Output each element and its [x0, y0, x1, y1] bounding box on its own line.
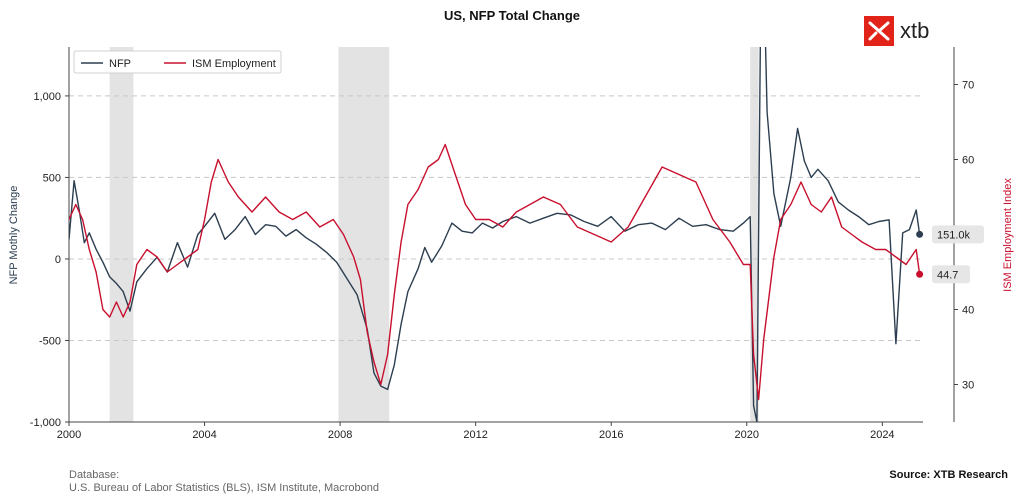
x-tick-label: 2008: [328, 429, 352, 441]
end-point-marker: [916, 270, 924, 278]
y-axis-left-label: NFP Mothly Change: [8, 186, 20, 285]
y-left-tick-label: -1,000: [30, 417, 61, 429]
footer-db-label: Database:: [69, 469, 120, 481]
y-left-tick-label: 1,000: [33, 91, 61, 103]
end-point-marker: [916, 230, 924, 238]
legend-entry: ISM Employment: [192, 58, 276, 70]
end-label-box: [932, 225, 984, 244]
x-tick-label: 2024: [870, 429, 894, 441]
y-right-tick-label: 60: [962, 155, 974, 167]
end-label-box: [932, 265, 970, 284]
series-line-nfp: [69, 47, 921, 422]
legend-entry: NFP: [109, 58, 131, 70]
y-right-tick-label: 70: [962, 80, 974, 92]
y-left-tick-label: 0: [55, 254, 61, 266]
x-tick-label: 2020: [735, 429, 759, 441]
recession-bands: [109, 47, 759, 422]
footer-db-sources: U.S. Bureau of Labor Statistics (BLS), I…: [69, 482, 379, 494]
xtb-logo-mark: [864, 16, 894, 46]
legend-box: [73, 50, 282, 74]
y-right-tick-label: 40: [962, 305, 974, 317]
recession-band-0: [109, 47, 134, 422]
end-labels: 151.0k 44.7: [916, 225, 984, 284]
xtb-logo: xtb: [864, 16, 929, 46]
end-label-text: 151.0k: [937, 229, 971, 241]
y-left-tick-label: -500: [39, 335, 61, 347]
series-line-ism-employment: [69, 143, 921, 401]
recession-band-1: [338, 47, 390, 422]
x-icon: [868, 21, 890, 41]
x-tick-label: 2004: [192, 429, 216, 441]
axes: 2000 2004 2008 2012 2016 2020 2024 -1,000 -500 0 5…: [30, 47, 974, 441]
y-right-tick-label: 30: [962, 380, 974, 392]
series-lines: [69, 47, 921, 422]
x-tick-label: 2016: [599, 429, 623, 441]
x-tick-label: 2000: [57, 429, 81, 441]
chart-title: US, NFP Total Change: [444, 8, 580, 23]
recession-band-2: [750, 47, 759, 422]
xtb-logo-text: xtb: [900, 18, 930, 43]
y-axis-right-label: ISM Employment Index: [1002, 178, 1014, 292]
footer-source: Source: XTB Research: [889, 469, 1008, 481]
x-tick-label: 2012: [463, 429, 487, 441]
y-left-tick-label: 500: [43, 172, 61, 184]
legend: NFP ISM Employment: [73, 50, 282, 74]
footer-database: Database: U.S. Bureau of Labor Statistic…: [69, 469, 379, 495]
end-label-text: 44.7: [937, 269, 958, 281]
